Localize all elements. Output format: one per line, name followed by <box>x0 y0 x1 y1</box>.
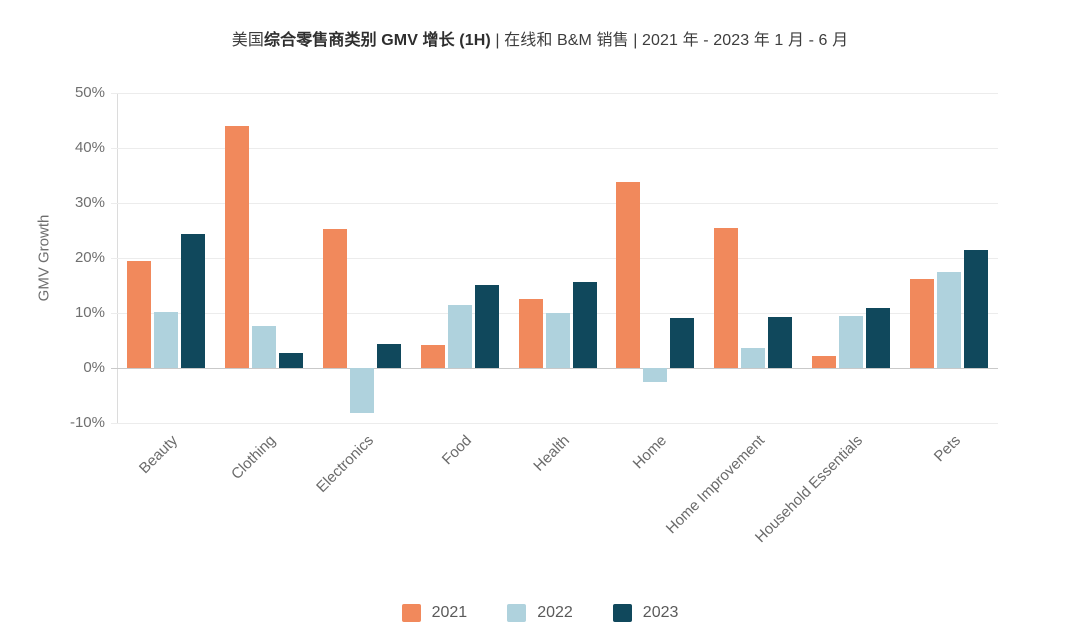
y-tick-label: 20% <box>74 249 105 266</box>
bar-2021-beauty <box>126 260 151 368</box>
bar-2021-clothing <box>224 126 249 368</box>
bar-2021-household-essentials <box>812 356 837 368</box>
legend-label: 2023 <box>642 604 679 621</box>
bar-2023-health <box>572 281 597 368</box>
chart-title-suffix: | 在线和 B&M 销售 | 2021 年 - 2023 年 1 月 - 6 月 <box>490 32 849 49</box>
chart-title-prefix: 美国 <box>231 32 264 49</box>
bar-2021-food <box>420 345 445 368</box>
plot-area: 50% 40% 30% 20% 10% 0% -10% Beauty Clothing Elect… <box>70 84 998 546</box>
bar-2021-electronics <box>322 228 347 368</box>
y-tick-label: -10% <box>69 414 105 431</box>
bar-2022-home-improvement <box>741 347 766 368</box>
gridline <box>111 93 998 94</box>
gridline <box>111 148 998 149</box>
bar-2023-home <box>670 317 695 368</box>
legend-label: 2021 <box>431 604 468 621</box>
bar-2022-clothing <box>251 326 276 368</box>
bar-2022-beauty <box>153 311 178 368</box>
legend-swatch-2023 <box>612 604 632 622</box>
chart-title-bold: 综合零售商类别 GMV 增长 (1H) <box>264 32 491 49</box>
y-tick-label: 40% <box>74 139 105 156</box>
y-tick-label: 30% <box>74 194 105 211</box>
bar-2022-electronics <box>349 368 374 413</box>
bar-2023-home-improvement <box>768 316 793 368</box>
y-tick-label: 50% <box>74 84 105 101</box>
bar-2021-pets <box>910 279 935 368</box>
bar-2023-food <box>474 284 499 368</box>
bar-2022-food <box>447 304 472 368</box>
legend-swatch-2022 <box>507 604 527 622</box>
legend-item-2023[interactable]: 2023 <box>612 604 679 622</box>
legend-label: 2022 <box>537 604 573 621</box>
zero-gridline <box>111 368 998 369</box>
gridline <box>111 423 998 424</box>
bar-2023-electronics <box>376 344 401 368</box>
bar-2022-pets <box>937 272 962 368</box>
y-tick-label: 10% <box>74 304 105 321</box>
bar-2023-beauty <box>180 233 205 368</box>
bar-2021-home-improvement <box>714 228 739 368</box>
bar-2023-clothing <box>278 352 303 368</box>
legend: 2021 2022 2023 <box>0 604 1080 622</box>
gridline <box>111 203 998 204</box>
legend-item-2021[interactable]: 2021 <box>401 604 468 622</box>
chart-title: 美国综合零售商类别 GMV 增长 (1H) | 在线和 B&M 销售 | 202… <box>0 26 1080 50</box>
legend-item-2022[interactable]: 2022 <box>507 604 573 622</box>
bar-2022-home <box>643 368 668 383</box>
bar-2023-pets <box>964 250 989 368</box>
bar-2023-household-essentials <box>866 308 891 368</box>
bar-2022-household-essentials <box>839 315 864 368</box>
gridline <box>111 258 998 259</box>
bar-2022-health <box>545 313 570 368</box>
y-tick-label: 0% <box>83 359 105 376</box>
bar-2021-health <box>518 298 543 368</box>
bar-2021-home <box>616 182 641 368</box>
legend-swatch-2021 <box>401 604 421 622</box>
